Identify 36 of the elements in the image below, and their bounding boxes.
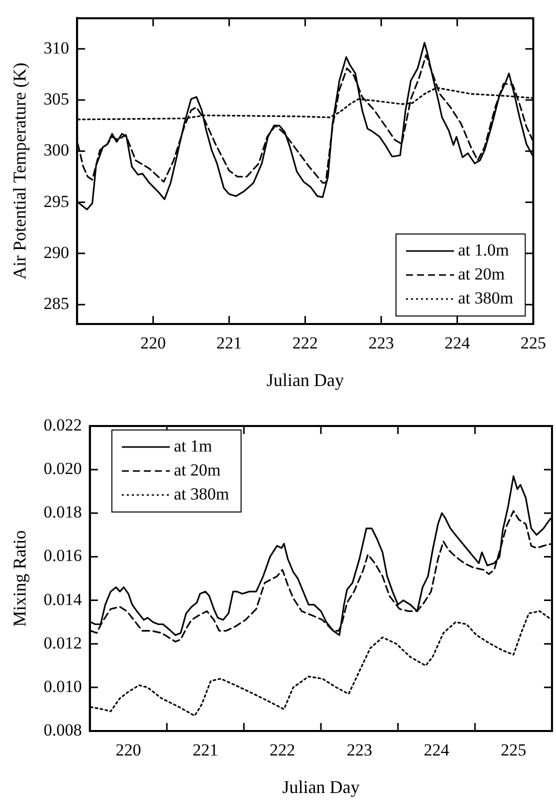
y-tick-label: 0.010 <box>44 676 82 696</box>
y-tick-label: 0.022 <box>44 415 82 434</box>
y-axis-title: Mixing Ratio <box>10 530 30 627</box>
x-tick-label: 225 <box>500 740 526 760</box>
legend-label: at 20m <box>174 460 221 480</box>
x-tick-label: 225 <box>520 334 546 353</box>
legend-label: at 380m <box>458 288 514 308</box>
y-tick-label: 310 <box>44 38 70 58</box>
x-axis-title: Julian Day <box>282 776 360 797</box>
y-tick-label: 0.016 <box>44 546 82 566</box>
legend-label: at 1m <box>174 436 212 456</box>
y-tick-label: 0.014 <box>44 590 82 609</box>
y-tick-label: 295 <box>44 192 70 211</box>
x-tick-label: 220 <box>140 334 166 353</box>
y-tick-label: 305 <box>44 89 70 108</box>
y-tick-label: 0.012 <box>44 633 82 652</box>
x-tick-label: 221 <box>216 334 242 353</box>
x-axis-title: Julian Day <box>266 370 344 390</box>
y-tick-label: 0.020 <box>44 459 82 478</box>
x-tick-label: 222 <box>292 334 318 353</box>
x-tick-label: 223 <box>368 334 394 353</box>
x-tick-label: 222 <box>270 740 296 760</box>
y-tick-label: 0.008 <box>44 720 82 740</box>
y-tick-label: 0.018 <box>44 502 82 522</box>
x-tick-label: 220 <box>116 740 142 760</box>
x-tick-label: 221 <box>192 740 218 760</box>
y-axis-title: Air Potential Temperature (K) <box>10 62 30 280</box>
legend-label: at 380m <box>174 484 230 504</box>
legend-label: at 20m <box>458 264 505 284</box>
x-tick-label: 223 <box>346 740 372 760</box>
legend-label: at 1.0m <box>458 240 510 260</box>
y-tick-label: 300 <box>44 140 70 160</box>
y-tick-label: 290 <box>44 242 70 262</box>
y-tick-label: 285 <box>44 294 70 314</box>
x-tick-label: 224 <box>424 740 450 760</box>
x-tick-label: 224 <box>444 334 470 353</box>
